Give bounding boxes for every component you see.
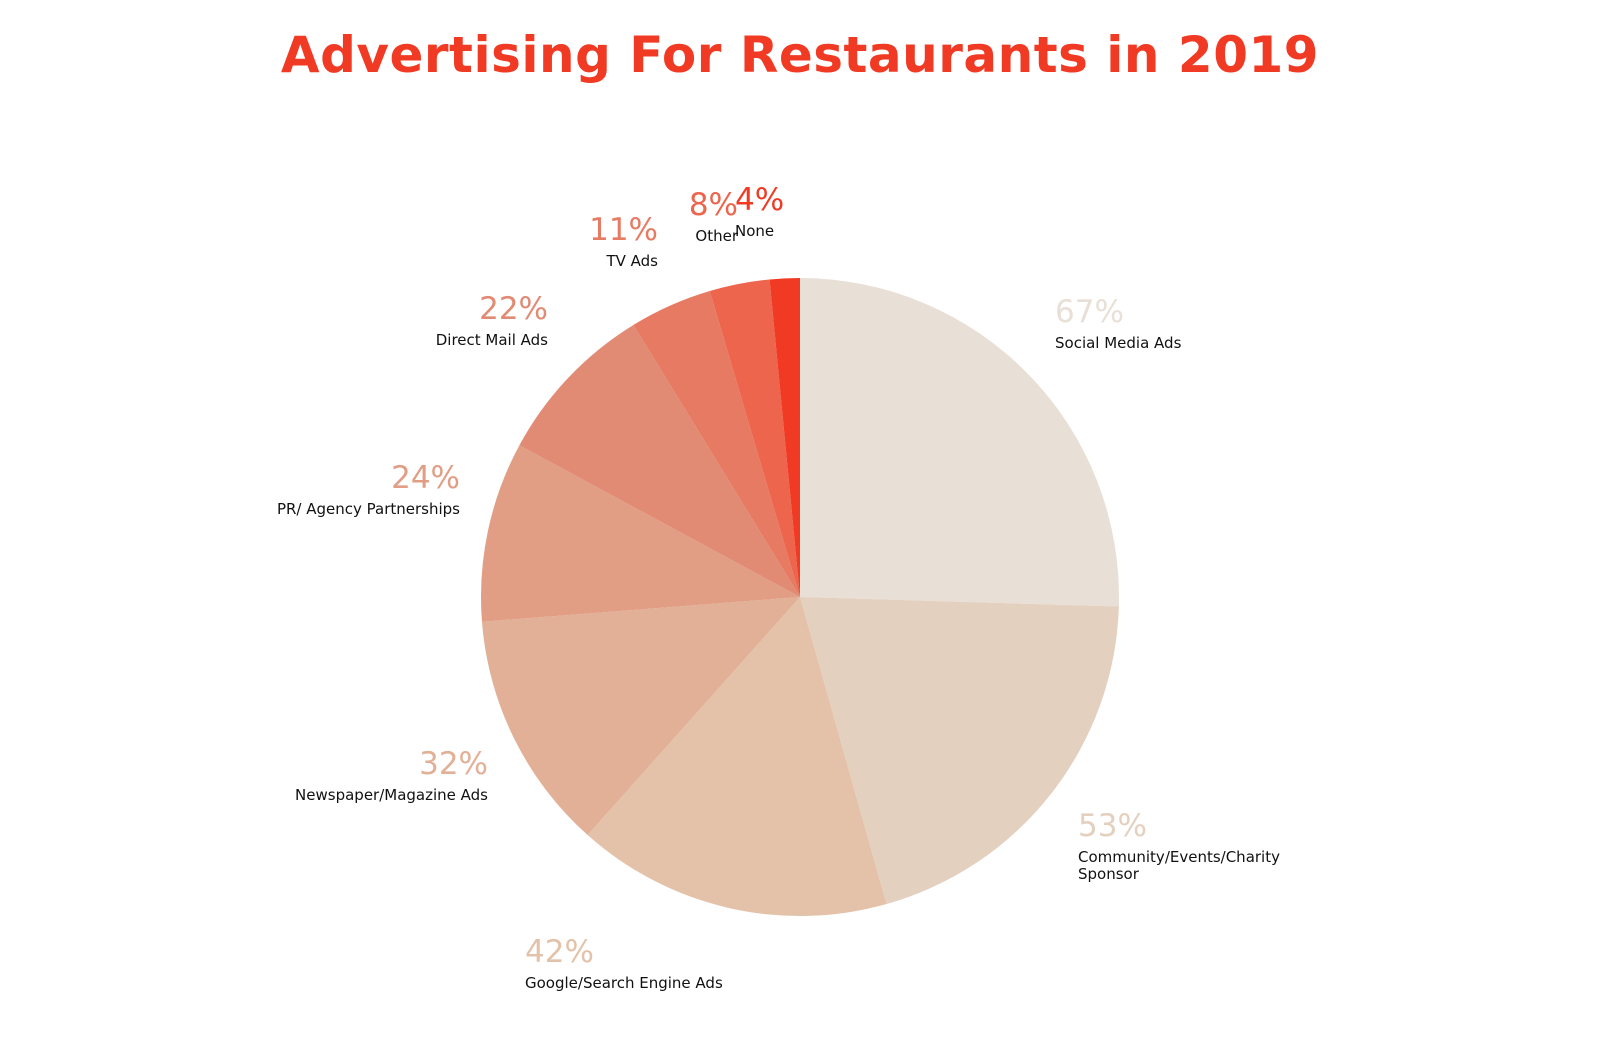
pie-slice [769, 278, 800, 597]
pie-slice [800, 278, 1120, 607]
pie-slice [481, 597, 800, 835]
slice-category-label: Other [695, 227, 738, 245]
slice-value-label: 67% [1055, 294, 1124, 330]
pie-slice [800, 597, 1119, 905]
pie-slice [519, 324, 800, 597]
pie-slice [587, 597, 887, 917]
slice-value-label: 42% [525, 934, 594, 970]
slice-category-label: Google/Search Engine Ads [525, 974, 723, 992]
pie-slice [709, 279, 800, 597]
pie-slices [480, 278, 1120, 917]
chart-title: Advertising For Restaurants in 2019 [280, 26, 1320, 84]
pie-slice [633, 291, 800, 597]
slice-value-label: 53% [1078, 808, 1147, 844]
slice-category-label: None [735, 222, 774, 240]
pie-labels: 67% Social Media Ads 53% Community/Events/C… [277, 182, 1280, 992]
slice-value-label: 32% [419, 746, 488, 782]
slice-category-label: Sponsor [1078, 865, 1140, 883]
slice-category-label: TV Ads [605, 252, 658, 270]
slice-category-label: Community/Events/Charity [1078, 848, 1280, 866]
slice-value-label: 11% [589, 212, 658, 248]
slice-value-label: 22% [479, 291, 548, 327]
slice-value-label: 24% [391, 460, 460, 496]
slice-category-label: Direct Mail Ads [436, 331, 548, 349]
pie-slice [480, 445, 800, 622]
slice-category-label: Social Media Ads [1055, 334, 1182, 352]
slice-category-label: Newspaper/Magazine Ads [295, 786, 488, 804]
slice-value-label: 8% [689, 187, 738, 223]
slice-value-label: 4% [735, 182, 784, 218]
slice-category-label: PR/ Agency Partnerships [277, 500, 460, 518]
